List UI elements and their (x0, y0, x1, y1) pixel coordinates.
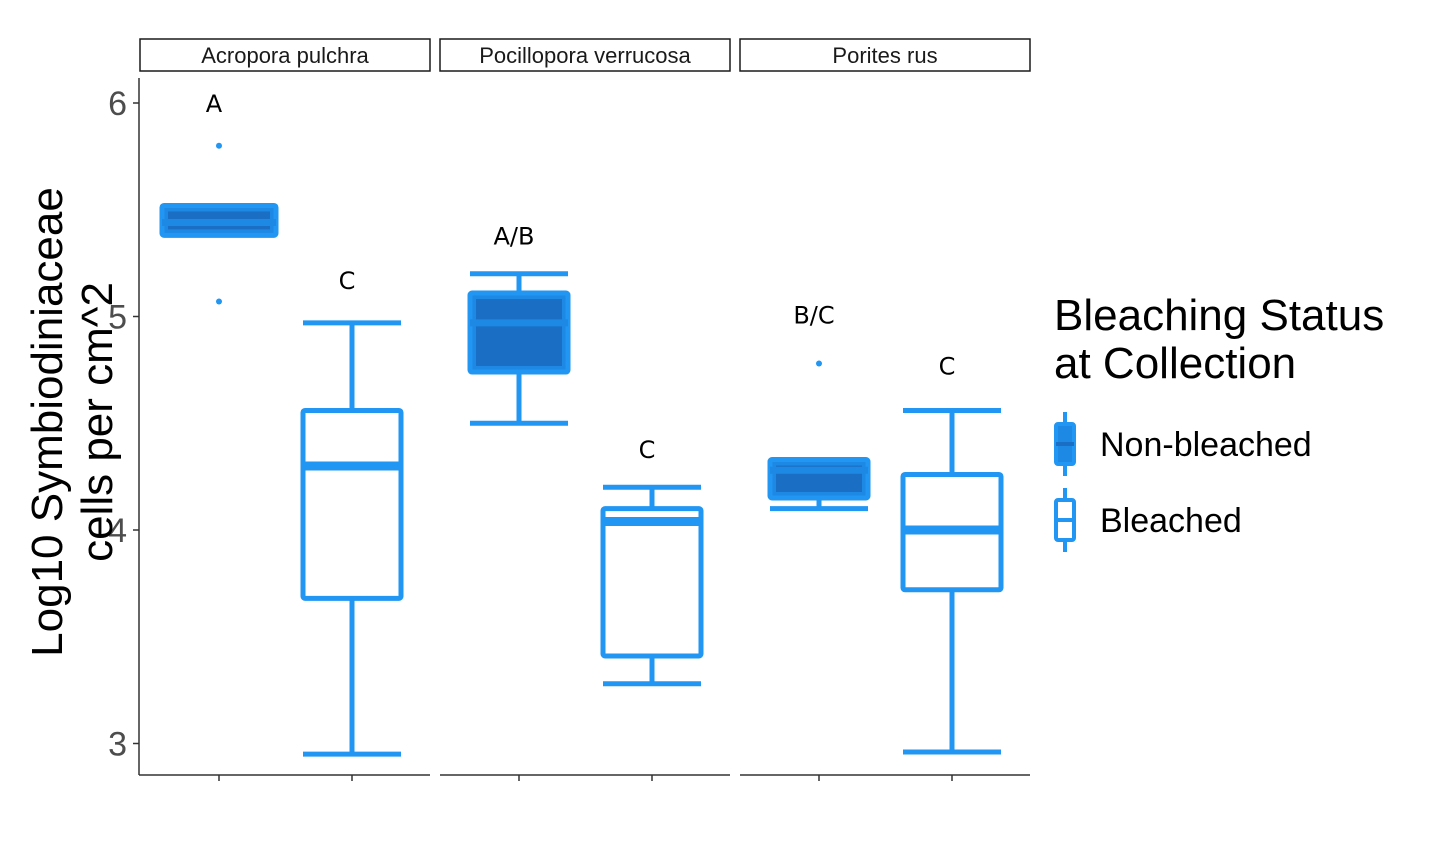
significance-letter: C (939, 353, 956, 381)
facet-strip-label: Pocillopora verrucosa (479, 43, 691, 68)
y-axis-title-line: Log10 Symbiodiniaceae (23, 187, 72, 657)
legend-entry-label: Bleached (1100, 502, 1242, 540)
facet-strip-label: Acropora pulchra (201, 43, 369, 68)
y-axis-title-line: cells per cm^2 (73, 282, 122, 562)
y-tick-label: 4 (108, 512, 127, 550)
y-tick-label: 3 (108, 726, 127, 764)
outlier-point (816, 360, 822, 367)
facet-strip (739, 38, 1031, 72)
significance-letter: A/B (494, 222, 535, 250)
significance-letter: B/C (793, 301, 834, 329)
box (300, 407, 404, 601)
y-axis-title: Log10 Symbiodiniaceae cells per cm^2 (23, 187, 122, 657)
facet-strip (439, 38, 731, 72)
facet-strip-label: Porites rus (832, 43, 937, 68)
facet-strip (139, 38, 431, 72)
significance-letter: A (206, 90, 223, 118)
significance-letter: C (339, 267, 356, 295)
box-inner-shade (476, 299, 562, 367)
legend-title-line: at Collection (1054, 339, 1296, 388)
significance-letter: C (639, 436, 656, 464)
y-tick-label: 6 (108, 85, 127, 123)
box (600, 506, 704, 659)
outlier-point (216, 298, 222, 305)
legend-title-line: Bleaching Status (1054, 291, 1384, 340)
y-tick-label: 5 (108, 299, 127, 337)
outlier-point (216, 142, 222, 149)
legend-entry-label: Non-bleached (1100, 426, 1312, 464)
